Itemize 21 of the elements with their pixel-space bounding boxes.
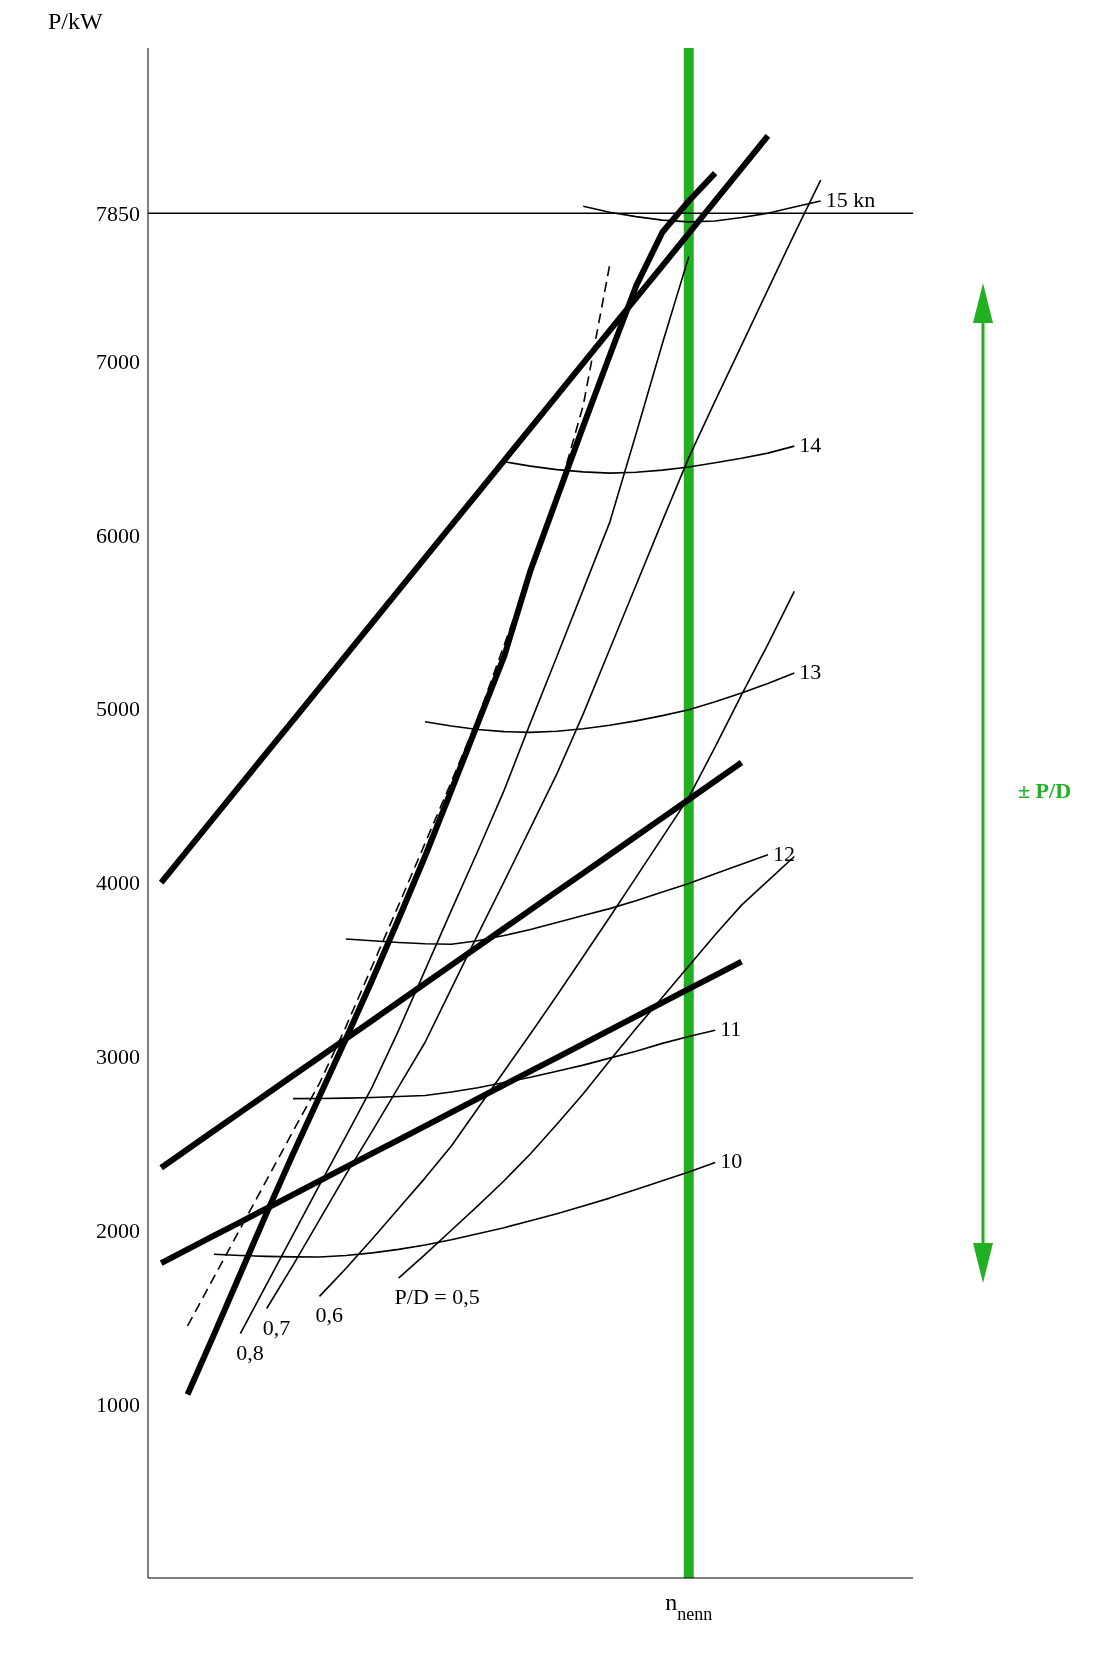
series-label: 11 (720, 1016, 742, 1042)
y-tick-label: 7000 (96, 348, 140, 374)
text: ± P/D (1018, 778, 1072, 804)
series-label: 10 (720, 1148, 743, 1174)
series-label: 0,6 (315, 1302, 343, 1328)
y-tick-label: 3000 (96, 1044, 140, 1070)
y-tick-label: 5000 (96, 696, 140, 722)
x-tick-label: n$_{nenn}$ (665, 1589, 713, 1624)
y-tick-label: 7850 (96, 200, 140, 226)
series-label: 15 kn (825, 187, 876, 212)
y-tick-label: 1000 (96, 1391, 140, 1417)
series-label: 12 (772, 840, 795, 866)
y-axis-title: P/kW (48, 8, 103, 35)
series-label: 14 (799, 432, 822, 458)
series-label: 0,7 (262, 1314, 291, 1340)
y-tick-label: 2000 (96, 1218, 140, 1244)
series-label: P/D = 0,5 (394, 1284, 480, 1310)
y-tick-label: 6000 (96, 522, 140, 548)
series-label: 13 (799, 659, 822, 685)
series-label: 0,8 (236, 1339, 264, 1365)
y-tick-label: 4000 (96, 870, 140, 896)
